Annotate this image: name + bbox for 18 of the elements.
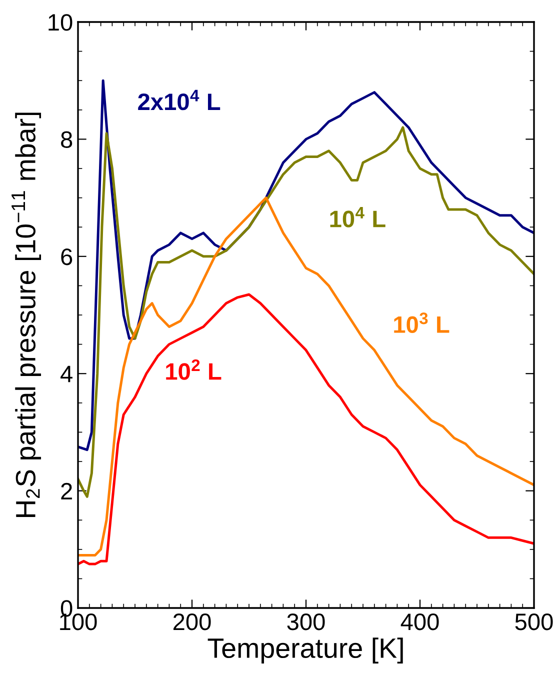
y-tick-label: 6 (61, 248, 72, 266)
series-label: 10$^{3}$ L (394, 312, 450, 334)
series-label: 10$^{4}$ L (330, 207, 386, 228)
y-tick-label: 10 (48, 14, 72, 31)
line-series (78, 196, 534, 557)
x-tick-label: 400 (400, 613, 439, 630)
series-label: 10$^{2}$ L (166, 359, 222, 380)
x-tick-label: 200 (173, 613, 211, 630)
y-tick-label: 2 (61, 482, 72, 500)
x-tick-label: 500 (515, 613, 553, 630)
y-tick-label: 8 (61, 131, 72, 148)
y-tick-label: 4 (60, 366, 72, 382)
line-series (78, 293, 534, 566)
series-label: 2x10$^{4}$ L (138, 90, 220, 110)
line-series (78, 126, 534, 498)
x-tick-label: 300 (287, 613, 325, 630)
y-axis-title: H$_{2}$S partial pressure [10$^{−11}$ mbar] (12, 112, 42, 518)
x-axis-title: Temperature [K] (208, 638, 403, 664)
